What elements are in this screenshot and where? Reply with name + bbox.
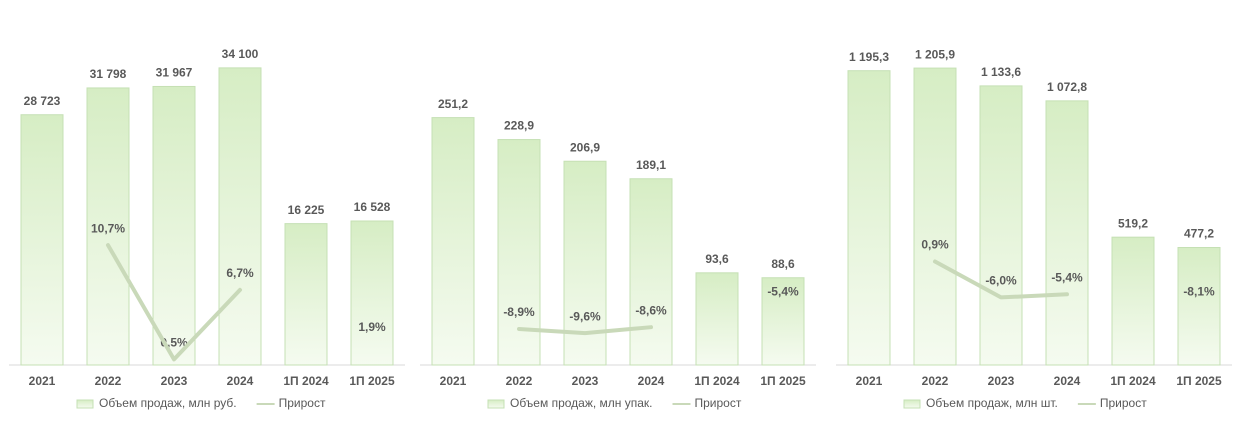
legend-swatch bbox=[487, 399, 505, 409]
bar bbox=[497, 139, 541, 366]
growth-label: 1,9% bbox=[358, 320, 386, 334]
growth-label: -8,1% bbox=[1183, 284, 1215, 298]
bar-value-label: 206,9 bbox=[570, 140, 600, 154]
bar bbox=[913, 67, 957, 366]
bar-value-label: 251,2 bbox=[438, 97, 468, 111]
bar-value-label: 189,1 bbox=[636, 158, 666, 172]
bar bbox=[761, 277, 805, 366]
bar-value-label: 34 100 bbox=[222, 47, 259, 61]
x-tick-label: 2022 bbox=[506, 374, 533, 388]
bar bbox=[979, 85, 1023, 366]
bar bbox=[218, 67, 262, 366]
legend-label: Прирост bbox=[695, 396, 742, 410]
x-tick-label: 2024 bbox=[638, 374, 665, 388]
x-tick-label: 2023 bbox=[572, 374, 599, 388]
x-tick-label: 2023 bbox=[988, 374, 1015, 388]
bar-value-label: 1 195,3 bbox=[849, 50, 889, 64]
legend-label: Прирост bbox=[1100, 396, 1147, 410]
bar bbox=[284, 223, 328, 366]
x-tick-label: 1П 2025 bbox=[760, 374, 806, 388]
x-tick-label: 1П 2024 bbox=[694, 374, 740, 388]
bar-value-label: 28 723 bbox=[24, 94, 61, 108]
x-tick-label: 2021 bbox=[29, 374, 56, 388]
growth-label: -5,4% bbox=[767, 284, 799, 298]
bar bbox=[629, 178, 673, 366]
legend-swatch bbox=[903, 399, 921, 409]
bar-value-label: 477,2 bbox=[1184, 227, 1214, 241]
bar bbox=[847, 70, 891, 366]
growth-label: -8,9% bbox=[503, 305, 535, 319]
bar-value-label: 228,9 bbox=[504, 119, 534, 133]
bar-value-label: 31 798 bbox=[90, 67, 127, 81]
growth-label: -9,6% bbox=[569, 309, 601, 323]
growth-label: -5,4% bbox=[1051, 270, 1083, 284]
bar bbox=[1111, 236, 1155, 366]
bar bbox=[86, 87, 130, 366]
bar bbox=[431, 117, 475, 366]
bar-value-label: 519,2 bbox=[1118, 216, 1148, 230]
legend-label: Прирост bbox=[279, 396, 326, 410]
x-tick-label: 2024 bbox=[227, 374, 254, 388]
bar bbox=[152, 85, 196, 366]
bar bbox=[1177, 247, 1221, 366]
x-tick-label: 2022 bbox=[95, 374, 122, 388]
x-tick-label: 1П 2025 bbox=[1176, 374, 1222, 388]
x-tick-label: 2023 bbox=[161, 374, 188, 388]
bar-value-label: 93,6 bbox=[705, 252, 729, 266]
bar bbox=[350, 220, 394, 366]
bar-value-label: 1 205,9 bbox=[915, 47, 955, 61]
x-tick-label: 2022 bbox=[922, 374, 949, 388]
bar-value-label: 88,6 bbox=[771, 257, 795, 271]
x-tick-label: 2021 bbox=[856, 374, 883, 388]
x-tick-label: 1П 2024 bbox=[1110, 374, 1156, 388]
bar-value-label: 16 528 bbox=[354, 200, 391, 214]
legend-label: Объем продаж, млн шт. bbox=[926, 396, 1058, 410]
x-tick-label: 2024 bbox=[1054, 374, 1081, 388]
growth-label: 0,9% bbox=[921, 238, 949, 252]
bar-value-label: 16 225 bbox=[288, 203, 325, 217]
bar-value-label: 1 072,8 bbox=[1047, 80, 1087, 94]
legend-swatch bbox=[76, 399, 94, 409]
legend-label: Объем продаж, млн руб. bbox=[99, 396, 237, 410]
growth-label: -8,6% bbox=[635, 303, 667, 317]
x-tick-label: 1П 2025 bbox=[349, 374, 395, 388]
bar-value-label: 31 967 bbox=[156, 66, 193, 80]
growth-label: 6,7% bbox=[226, 266, 254, 280]
bar bbox=[695, 272, 739, 366]
growth-label: 10,7% bbox=[91, 221, 125, 235]
legend-label: Объем продаж, млн упак. bbox=[510, 396, 653, 410]
x-tick-label: 1П 2024 bbox=[283, 374, 329, 388]
growth-label: -6,0% bbox=[985, 274, 1017, 288]
bar-value-label: 1 133,6 bbox=[981, 65, 1021, 79]
bar bbox=[1045, 100, 1089, 366]
x-tick-label: 2021 bbox=[440, 374, 467, 388]
bar bbox=[20, 114, 64, 366]
